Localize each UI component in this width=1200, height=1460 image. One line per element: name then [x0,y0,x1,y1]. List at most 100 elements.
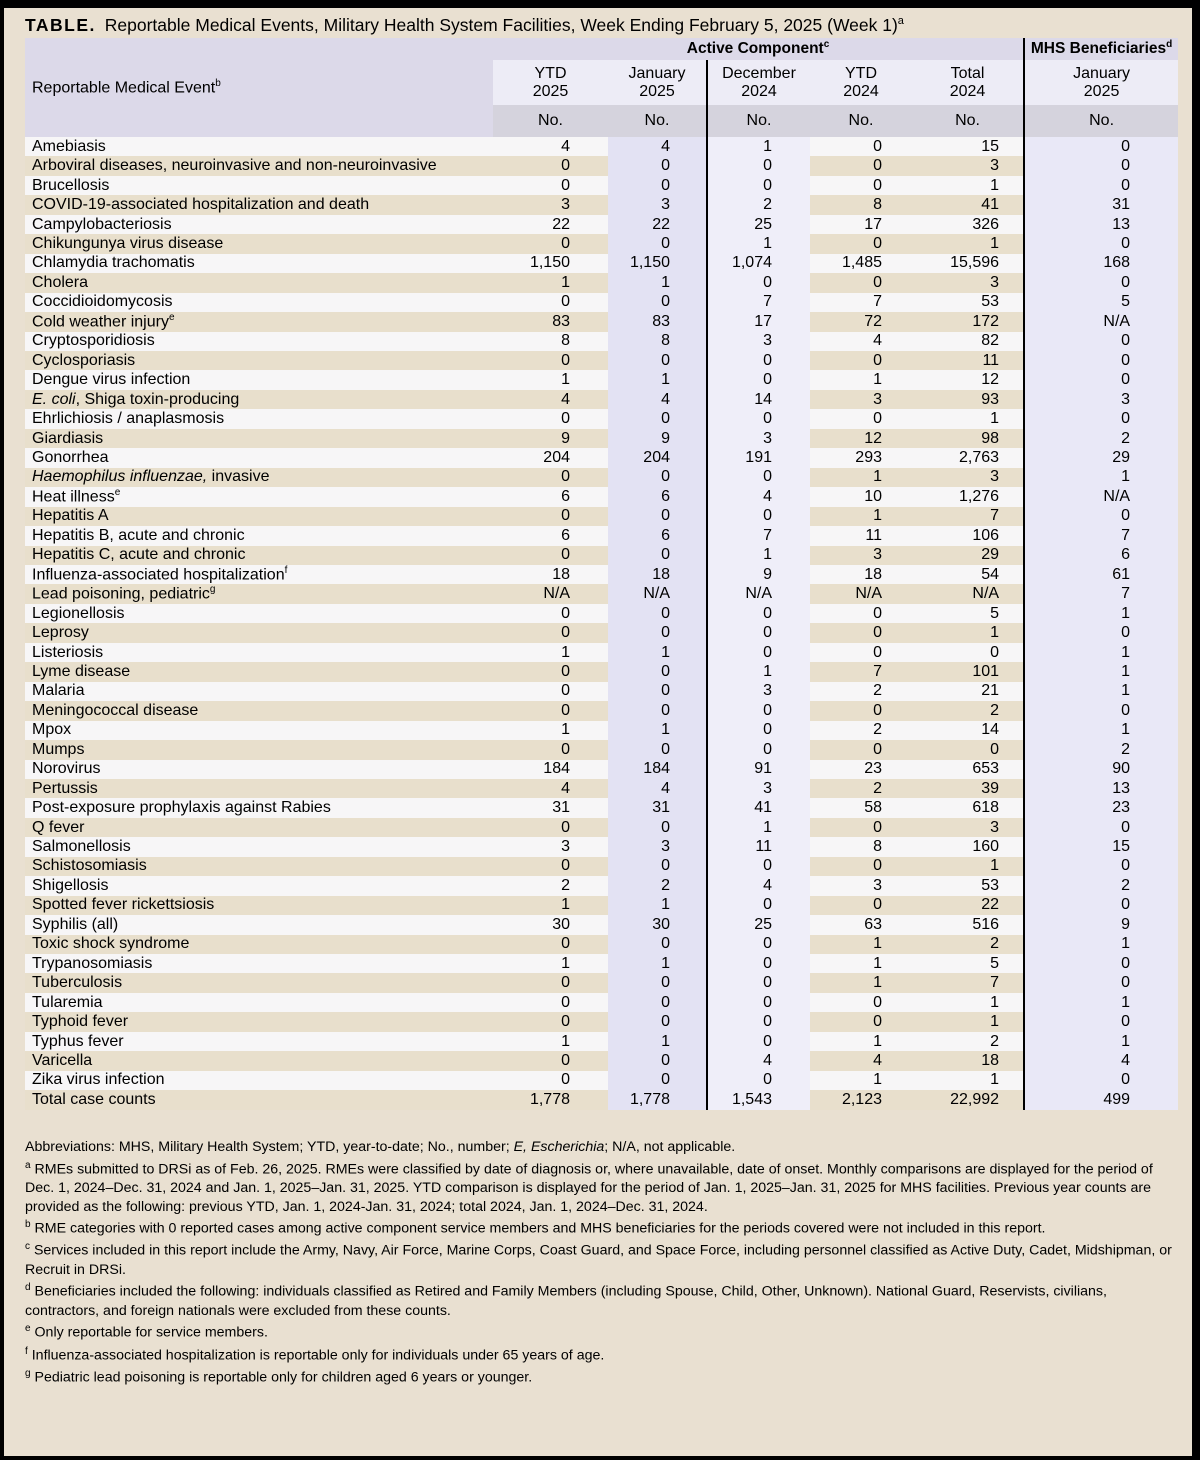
footnote-marker: c [25,1241,30,1253]
value-cell-mhs-january-2025: 0 [1023,156,1179,176]
unit-header-total-2024: No. [912,105,1025,137]
value-cell-ytd-2025: 0 [493,506,608,527]
value-cell-december-2024: 2 [706,195,810,215]
table-row: Tularemia 0 0 0 0 1 1 [25,992,1179,1013]
value-cell-january-2025: 0 [608,992,707,1013]
column-header-ytd-2024: YTD 2024 [810,60,912,105]
value-cell-total-2024: 39 [912,778,1025,799]
value-cell-december-2024: 3 [706,331,810,351]
value-cell-mhs-january-2025: 7 [1023,526,1179,546]
unit-header-mhs-january-2025: No. [1023,105,1179,137]
disease-name-cell: Amebiasis [25,137,493,157]
value-cell-ytd-2024: 1 [810,370,912,390]
value-cell-december-2024: 0 [706,856,810,877]
value-cell-total-2024: 106 [912,526,1025,546]
disease-name-cell: Syphilis (all) [25,915,493,935]
disease-name-cell: Hepatitis B, acute and chronic [25,526,493,546]
value-cell-total-2024: 82 [912,331,1025,351]
value-cell-mhs-january-2025: 0 [1023,817,1179,838]
value-cell-mhs-january-2025: 0 [1023,1070,1179,1091]
value-cell-total-2024: 22 [912,895,1025,916]
value-cell-ytd-2024: N/A [810,584,912,604]
value-cell-ytd-2024: 3 [810,545,912,565]
disease-name-cell: Mpox [25,720,493,741]
value-cell-ytd-2024: 0 [810,603,912,624]
value-cell-january-2025: 1 [608,954,707,974]
value-cell-january-2025: 18 [608,564,707,585]
table-row: Cold weather injurye 83 83 17 72 172 N/A [25,312,1179,332]
table-row: Heat illnesse 6 6 4 10 1,276 N/A [25,487,1179,507]
title-text: Reportable Medical Events, Military Heal… [99,15,898,35]
value-cell-january-2025: 3 [608,837,707,857]
table-row: Spotted fever rickettsiosis 1 1 0 0 22 0 [25,895,1179,916]
footnote-c: c Services included in this report inclu… [25,1241,1172,1278]
footnotes: Abbreviations: MHS, Military Health Syst… [25,1138,1173,1387]
table-row: E. coli, Shiga toxin-producing 4 4 14 3 93 3 [25,389,1179,410]
value-cell-mhs-january-2025: N/A [1023,312,1179,332]
value-cell-december-2024: 9 [706,564,810,585]
value-cell-december-2024: 25 [706,915,810,935]
value-cell-mhs-january-2025: 0 [1023,350,1179,371]
value-cell-ytd-2024: 1 [810,1031,912,1052]
value-cell-mhs-january-2025: 9 [1023,915,1179,935]
disease-name-cell: Hepatitis A [25,506,493,527]
value-cell-mhs-january-2025: 13 [1023,778,1179,799]
value-cell-january-2025: 0 [608,1051,707,1071]
value-cell-january-2025: 1,778 [608,1090,707,1110]
value-cell-mhs-january-2025: 1 [1023,681,1179,702]
value-cell-mhs-january-2025: 0 [1023,234,1179,254]
value-cell-ytd-2025: 1 [493,370,608,390]
value-cell-total-2024: 3 [912,156,1025,176]
value-cell-mhs-january-2025: 0 [1023,973,1179,993]
value-cell-december-2024: 0 [706,895,810,916]
value-cell-mhs-january-2025: 0 [1023,409,1179,429]
row-header-cell: Reportable Medical Eventb [25,38,493,137]
value-cell-total-2024: 172 [912,312,1025,332]
disease-name-cell: Dengue virus infection [25,370,493,390]
value-cell-january-2025: 0 [608,1012,707,1032]
table-row: Leprosy 0 0 0 0 1 0 [25,623,1179,643]
value-cell-ytd-2024: 1 [810,934,912,955]
value-cell-ytd-2025: 1 [493,895,608,916]
table-row: Giardiasis 9 9 3 12 98 2 [25,428,1179,449]
table-row: Syphilis (all) 30 30 25 63 516 9 [25,915,1179,935]
footnote-f: f Influenza-associated hospitalization i… [25,1345,605,1364]
value-cell-january-2025: 0 [608,156,707,176]
value-cell-december-2024: 91 [706,759,810,779]
value-cell-ytd-2024: 8 [810,837,912,857]
footnote-marker: a [25,1159,31,1171]
value-cell-ytd-2024: 4 [810,331,912,351]
row-header-label: Reportable Medical Event [32,79,216,97]
value-cell-mhs-january-2025: 0 [1023,273,1179,293]
value-cell-january-2025: 1 [608,370,707,390]
value-cell-ytd-2025: 0 [493,856,608,877]
value-cell-december-2024: 0 [706,603,810,624]
table-row: Ehrlichiosis / anaplasmosis 0 0 0 0 1 0 [25,409,1179,429]
value-cell-ytd-2025: 204 [493,448,608,468]
value-cell-mhs-january-2025: 1 [1023,603,1179,624]
table-row: Cyclosporiasis 0 0 0 0 11 0 [25,350,1179,371]
value-cell-ytd-2025: 8 [493,331,608,351]
table-row: Post-exposure prophylaxis against Rabies… [25,798,1179,818]
value-cell-ytd-2025: 0 [493,740,608,760]
value-cell-december-2024: 3 [706,681,810,702]
footnote-marker: f [25,1345,28,1357]
value-cell-total-2024: 93 [912,389,1025,410]
value-cell-january-2025: 8 [608,331,707,351]
value-cell-december-2024: 4 [706,487,810,507]
table-row: Chikungunya virus disease 0 0 1 0 1 0 [25,234,1179,254]
disease-name-cell: Haemophilus influenzae, invasive [25,467,493,488]
table-row: Haemophilus influenzae, invasive 0 0 0 1 3 1 [25,467,1179,488]
footnote-marker: e [25,1323,31,1335]
value-cell-january-2025: 6 [608,526,707,546]
footnote-marker: b [25,1219,31,1231]
disease-name-cell: Lead poisoning, pediatricg [25,584,493,604]
value-cell-total-2024: 18 [912,1051,1025,1071]
footnote-abbreviations: Abbreviations: MHS, Military Health Syst… [25,1139,736,1155]
group-header-active-component: Active Componentc [493,38,1025,60]
disease-name-cell: Chlamydia trachomatis [25,253,493,274]
value-cell-mhs-january-2025: 61 [1023,564,1179,585]
value-cell-january-2025: 1 [608,273,707,293]
value-cell-january-2025: 0 [608,623,707,643]
disease-name-cell: Post-exposure prophylaxis against Rabies [25,798,493,818]
